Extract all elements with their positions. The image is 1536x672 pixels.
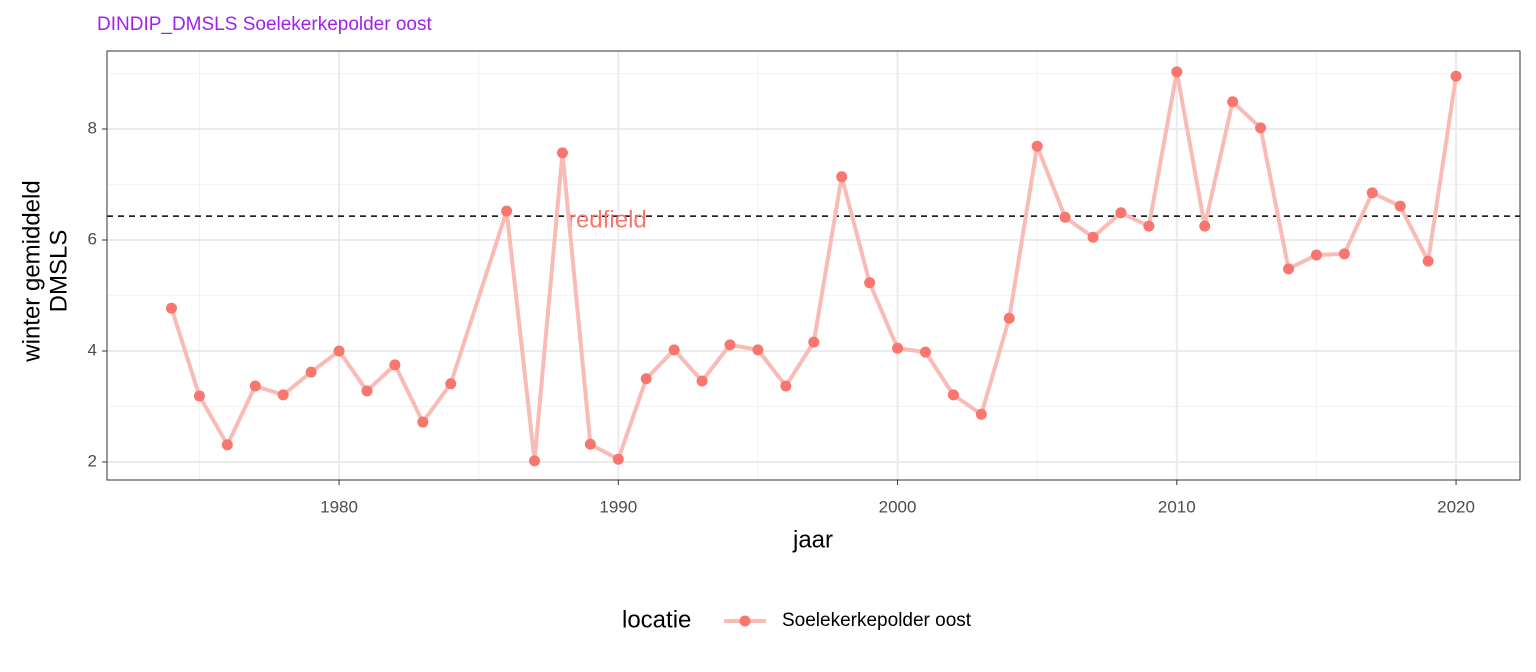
y-axis-label: DMSLS xyxy=(45,230,72,313)
data-point xyxy=(947,389,959,401)
data-point xyxy=(1227,96,1239,108)
y-tick-label: 6 xyxy=(88,229,97,248)
x-tick-label: 1980 xyxy=(320,497,358,516)
panel-border xyxy=(106,50,1521,481)
data-point xyxy=(361,385,373,397)
data-point xyxy=(1171,66,1183,78)
data-point xyxy=(864,277,876,289)
reference-label: redfield xyxy=(568,206,647,233)
data-point xyxy=(584,438,596,450)
data-point xyxy=(221,439,233,451)
data-point xyxy=(808,336,820,348)
x-tick-label: 1990 xyxy=(599,497,637,516)
y-tick-label: 4 xyxy=(88,340,97,359)
data-point xyxy=(305,366,317,378)
data-point xyxy=(975,408,987,420)
data-point xyxy=(1366,187,1378,199)
x-tick-label: 2010 xyxy=(1158,497,1196,516)
y-tick-label: 8 xyxy=(88,118,97,137)
data-point xyxy=(417,416,429,428)
data-point xyxy=(193,390,205,402)
data-point xyxy=(836,171,848,183)
data-point xyxy=(1283,263,1295,275)
series-line xyxy=(169,69,1459,463)
data-point xyxy=(696,375,708,387)
data-point xyxy=(1450,70,1462,82)
data-point xyxy=(1115,207,1127,219)
x-axis-label: jaar xyxy=(792,526,833,553)
data-point xyxy=(780,380,792,392)
data-point xyxy=(1394,200,1406,212)
legend-label: Soelekerkepolder oost xyxy=(782,610,972,631)
chart-title: DINDIP_DMSLS Soelekerkepolder oost xyxy=(97,14,432,35)
data-point xyxy=(1031,140,1043,152)
data-point xyxy=(501,205,513,217)
data-point xyxy=(249,380,261,392)
data-point xyxy=(668,344,680,356)
x-tick-label: 2000 xyxy=(879,497,917,516)
data-point xyxy=(389,359,401,371)
data-point xyxy=(1143,220,1155,232)
legend-title: locatie xyxy=(622,606,691,633)
data-point xyxy=(752,344,764,356)
data-point xyxy=(640,373,652,385)
data-point xyxy=(892,342,904,354)
data-point xyxy=(724,339,736,351)
data-point xyxy=(1003,312,1015,324)
data-point xyxy=(1087,231,1099,243)
x-tick-label: 2020 xyxy=(1437,497,1475,516)
y-axis-label: winter gemiddeld xyxy=(18,180,45,362)
data-point xyxy=(166,302,178,314)
data-point xyxy=(1338,248,1350,260)
data-point xyxy=(333,345,345,357)
data-point xyxy=(277,389,289,401)
data-point xyxy=(612,453,624,465)
legend-key-point xyxy=(739,615,751,627)
data-point xyxy=(1199,220,1211,232)
data-point xyxy=(919,346,931,358)
data-point xyxy=(1255,122,1267,134)
data-point xyxy=(529,455,541,467)
data-point xyxy=(1310,249,1322,261)
data-point xyxy=(1422,255,1434,267)
data-point xyxy=(445,378,457,390)
data-point xyxy=(556,147,568,159)
data-point xyxy=(1059,211,1071,223)
y-tick-label: 2 xyxy=(88,452,97,471)
